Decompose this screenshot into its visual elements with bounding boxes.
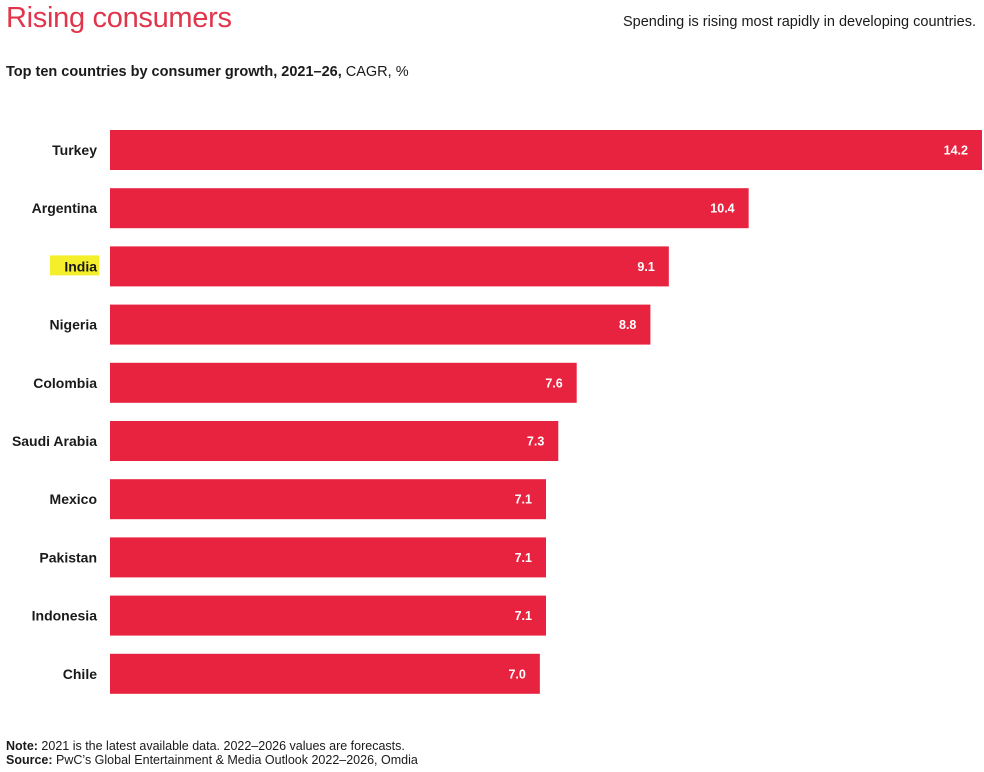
category-label-turkey: Turkey <box>52 142 97 158</box>
category-label-chile: Chile <box>63 666 97 682</box>
bar-nigeria <box>110 304 651 345</box>
value-label-pakistan: 7.1 <box>515 551 532 565</box>
value-label-indonesia: 7.1 <box>515 609 532 623</box>
category-label-indonesia: Indonesia <box>32 608 98 624</box>
note-line: Note: 2021 is the latest available data.… <box>6 739 418 753</box>
chart-title: Rising consumers <box>6 2 232 34</box>
value-label-turkey: 14.2 <box>944 144 968 158</box>
source-line: Source: PwC’s Global Entertainment & Med… <box>6 753 418 767</box>
chart-footer: Note: 2021 is the latest available data.… <box>6 739 418 767</box>
note-text: 2021 is the latest available data. 2022–… <box>37 739 405 753</box>
subtitle-units: CAGR, % <box>341 64 409 80</box>
bar-chile <box>110 653 540 694</box>
chart-kicker: Spending is rising most rapidly in devel… <box>622 14 976 30</box>
category-label-argentina: Argentina <box>32 200 98 216</box>
value-label-colombia: 7.6 <box>545 376 562 390</box>
bar-saudi-arabia <box>110 421 559 461</box>
value-label-nigeria: 8.8 <box>619 318 636 332</box>
bar-argentina <box>110 188 749 229</box>
category-label-colombia: Colombia <box>33 375 97 391</box>
category-label-mexico: Mexico <box>50 491 97 507</box>
bar-mexico <box>110 479 546 520</box>
value-label-saudi-arabia: 7.3 <box>527 435 544 449</box>
source-text: PwC’s Global Entertainment & Media Outlo… <box>52 753 418 767</box>
bar-turkey <box>110 130 982 170</box>
bar-colombia <box>110 362 577 403</box>
category-label-nigeria: Nigeria <box>50 317 98 333</box>
bar-india <box>110 246 669 287</box>
category-label-india: India <box>64 258 97 274</box>
value-label-argentina: 10.4 <box>710 202 734 216</box>
note-label: Note: <box>6 739 38 753</box>
category-label-pakistan: Pakistan <box>39 549 97 565</box>
value-label-mexico: 7.1 <box>515 493 532 507</box>
highlight-india <box>50 255 99 276</box>
bar-indonesia <box>110 595 546 636</box>
bar-pakistan <box>110 537 546 578</box>
subtitle-bold: Top ten countries by consumer growth, 20… <box>6 64 342 80</box>
chart-subtitle: Top ten countries by consumer growth, 20… <box>6 64 409 80</box>
source-label: Source: <box>6 753 53 767</box>
value-label-chile: 7.0 <box>508 667 525 681</box>
value-label-india: 9.1 <box>637 260 654 274</box>
category-label-saudi-arabia: Saudi Arabia <box>12 433 97 449</box>
